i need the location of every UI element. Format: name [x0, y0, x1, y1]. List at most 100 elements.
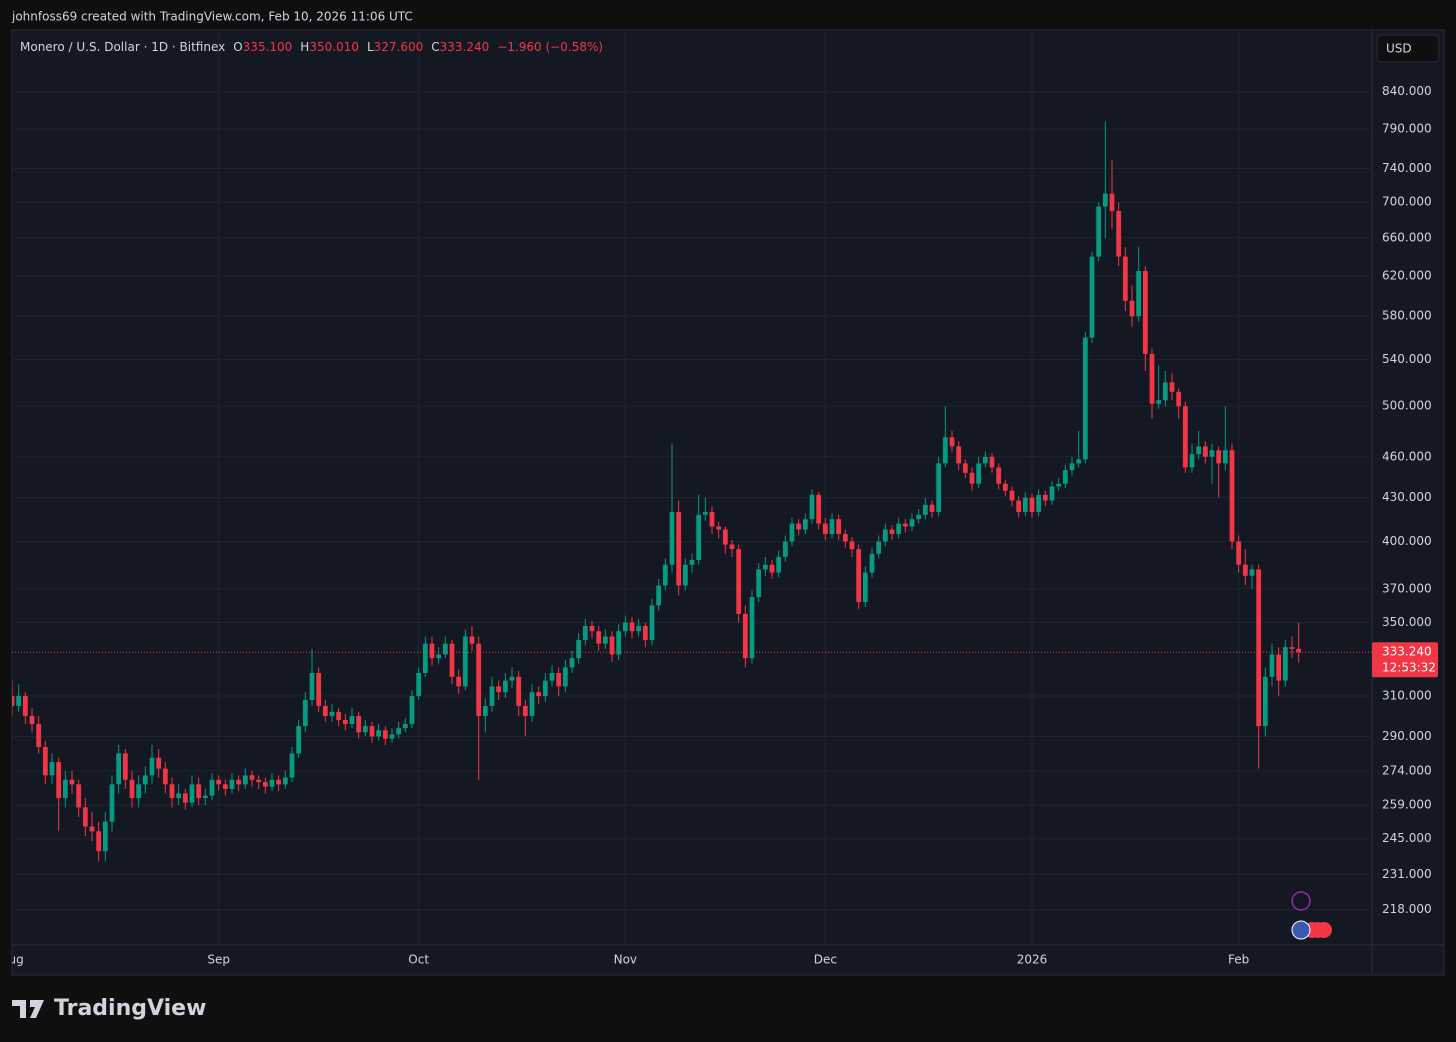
- candle-body: [1229, 450, 1235, 542]
- candle-body: [36, 724, 42, 748]
- candle-body: [969, 472, 975, 484]
- stat-value: 327.600: [374, 40, 424, 54]
- candle-body: [509, 676, 515, 681]
- candle-body: [382, 730, 388, 739]
- events-icon[interactable]: [1291, 891, 1311, 911]
- candle-body: [296, 726, 302, 754]
- candle-body: [156, 757, 162, 769]
- candle-body: [16, 696, 22, 706]
- candle-body: [369, 726, 375, 737]
- candle-body: [802, 519, 808, 530]
- candle-body: [836, 519, 842, 534]
- x-tick-label: 2026: [1017, 953, 1048, 967]
- candle-body: [402, 724, 408, 729]
- candle-body: [1249, 569, 1255, 576]
- candle-body: [82, 807, 88, 827]
- candle-body: [1236, 541, 1242, 565]
- y-tick-label: 740.000: [1382, 161, 1432, 175]
- y-tick-label: 790.000: [1382, 121, 1432, 135]
- candle-body: [262, 782, 268, 787]
- y-tick-label: 460.000: [1382, 449, 1432, 463]
- x-tick-label: Sep: [207, 953, 230, 967]
- candle-body: [529, 692, 535, 716]
- candle-body: [909, 519, 915, 527]
- candle-body: [12, 696, 15, 706]
- candle-body: [249, 775, 255, 780]
- candle-body: [896, 523, 902, 534]
- candle-body: [49, 762, 55, 776]
- stat-key: H: [300, 40, 309, 54]
- economic-events[interactable]: [1291, 920, 1332, 940]
- candle-body: [1069, 463, 1075, 471]
- candle-body: [589, 625, 595, 632]
- candle-body: [316, 673, 322, 706]
- candle-body: [676, 511, 682, 586]
- candle-body: [1136, 270, 1142, 317]
- candle-body: [956, 446, 962, 464]
- event-flag[interactable]: [1291, 920, 1311, 940]
- y-tick-label: 259.000: [1382, 798, 1432, 812]
- candle-body: [1276, 654, 1282, 681]
- y-tick-label: 370.000: [1382, 581, 1432, 595]
- candle-body: [996, 467, 1002, 484]
- candle-body: [776, 556, 782, 573]
- candle-body: [349, 715, 355, 725]
- candle-body: [422, 643, 428, 674]
- candle-body: [396, 728, 402, 735]
- candle-body: [102, 821, 108, 852]
- candle-body: [469, 636, 475, 644]
- candle-body: [222, 784, 228, 789]
- candle-body: [276, 779, 282, 785]
- candle-body: [436, 654, 442, 659]
- currency-label[interactable]: USD: [1386, 42, 1412, 56]
- candle-body: [1062, 470, 1068, 484]
- countdown: 12:53:32: [1382, 661, 1436, 675]
- candle-body: [609, 636, 615, 655]
- candle-body: [356, 715, 362, 733]
- y-tick-label: 218.000: [1382, 902, 1432, 916]
- candle-body: [476, 643, 482, 716]
- candle-body: [189, 784, 195, 803]
- candle-body: [282, 777, 288, 785]
- candle-body: [782, 541, 788, 557]
- candle-body: [709, 511, 715, 527]
- candle-body: [522, 705, 528, 716]
- candle-body: [142, 775, 148, 785]
- y-tick-label: 290.000: [1382, 729, 1432, 743]
- stat-key: O: [233, 40, 242, 54]
- candle-body: [322, 705, 328, 716]
- candle-body: [536, 692, 542, 697]
- candle-body: [29, 715, 35, 725]
- candle-body: [1216, 450, 1222, 464]
- stat-change: −1.960 (−0.58%): [497, 40, 603, 54]
- candle-body: [1129, 300, 1135, 317]
- tv-logo: [12, 1000, 44, 1018]
- y-tick-label: 540.000: [1382, 352, 1432, 366]
- candle-body: [1102, 193, 1108, 207]
- candle-body: [662, 564, 668, 586]
- last-price-label: 333.240: [1382, 645, 1432, 659]
- candle-body: [542, 680, 548, 697]
- candle-body: [682, 564, 688, 586]
- stat-value: 350.010: [309, 40, 359, 54]
- currency-button[interactable]: [1376, 34, 1440, 63]
- candle-body: [769, 564, 775, 573]
- candle-body: [362, 726, 368, 733]
- y-tick-label: 274.000: [1382, 763, 1432, 777]
- candle-body: [669, 511, 675, 565]
- candle-body: [689, 559, 695, 565]
- candle-body: [742, 613, 748, 659]
- candle-body: [516, 676, 522, 706]
- last-price-badge: [1372, 642, 1438, 678]
- candle-body: [1089, 256, 1095, 338]
- candle-body: [702, 511, 708, 515]
- candle-body: [1202, 446, 1208, 457]
- candle-body: [42, 747, 48, 776]
- candle-body: [796, 523, 802, 530]
- candle-body: [56, 762, 62, 799]
- candle-body: [129, 779, 135, 799]
- candle-body: [429, 643, 435, 659]
- caption: johnfoss69 created with TradingView.com,…: [11, 10, 413, 24]
- candle-body: [889, 529, 895, 534]
